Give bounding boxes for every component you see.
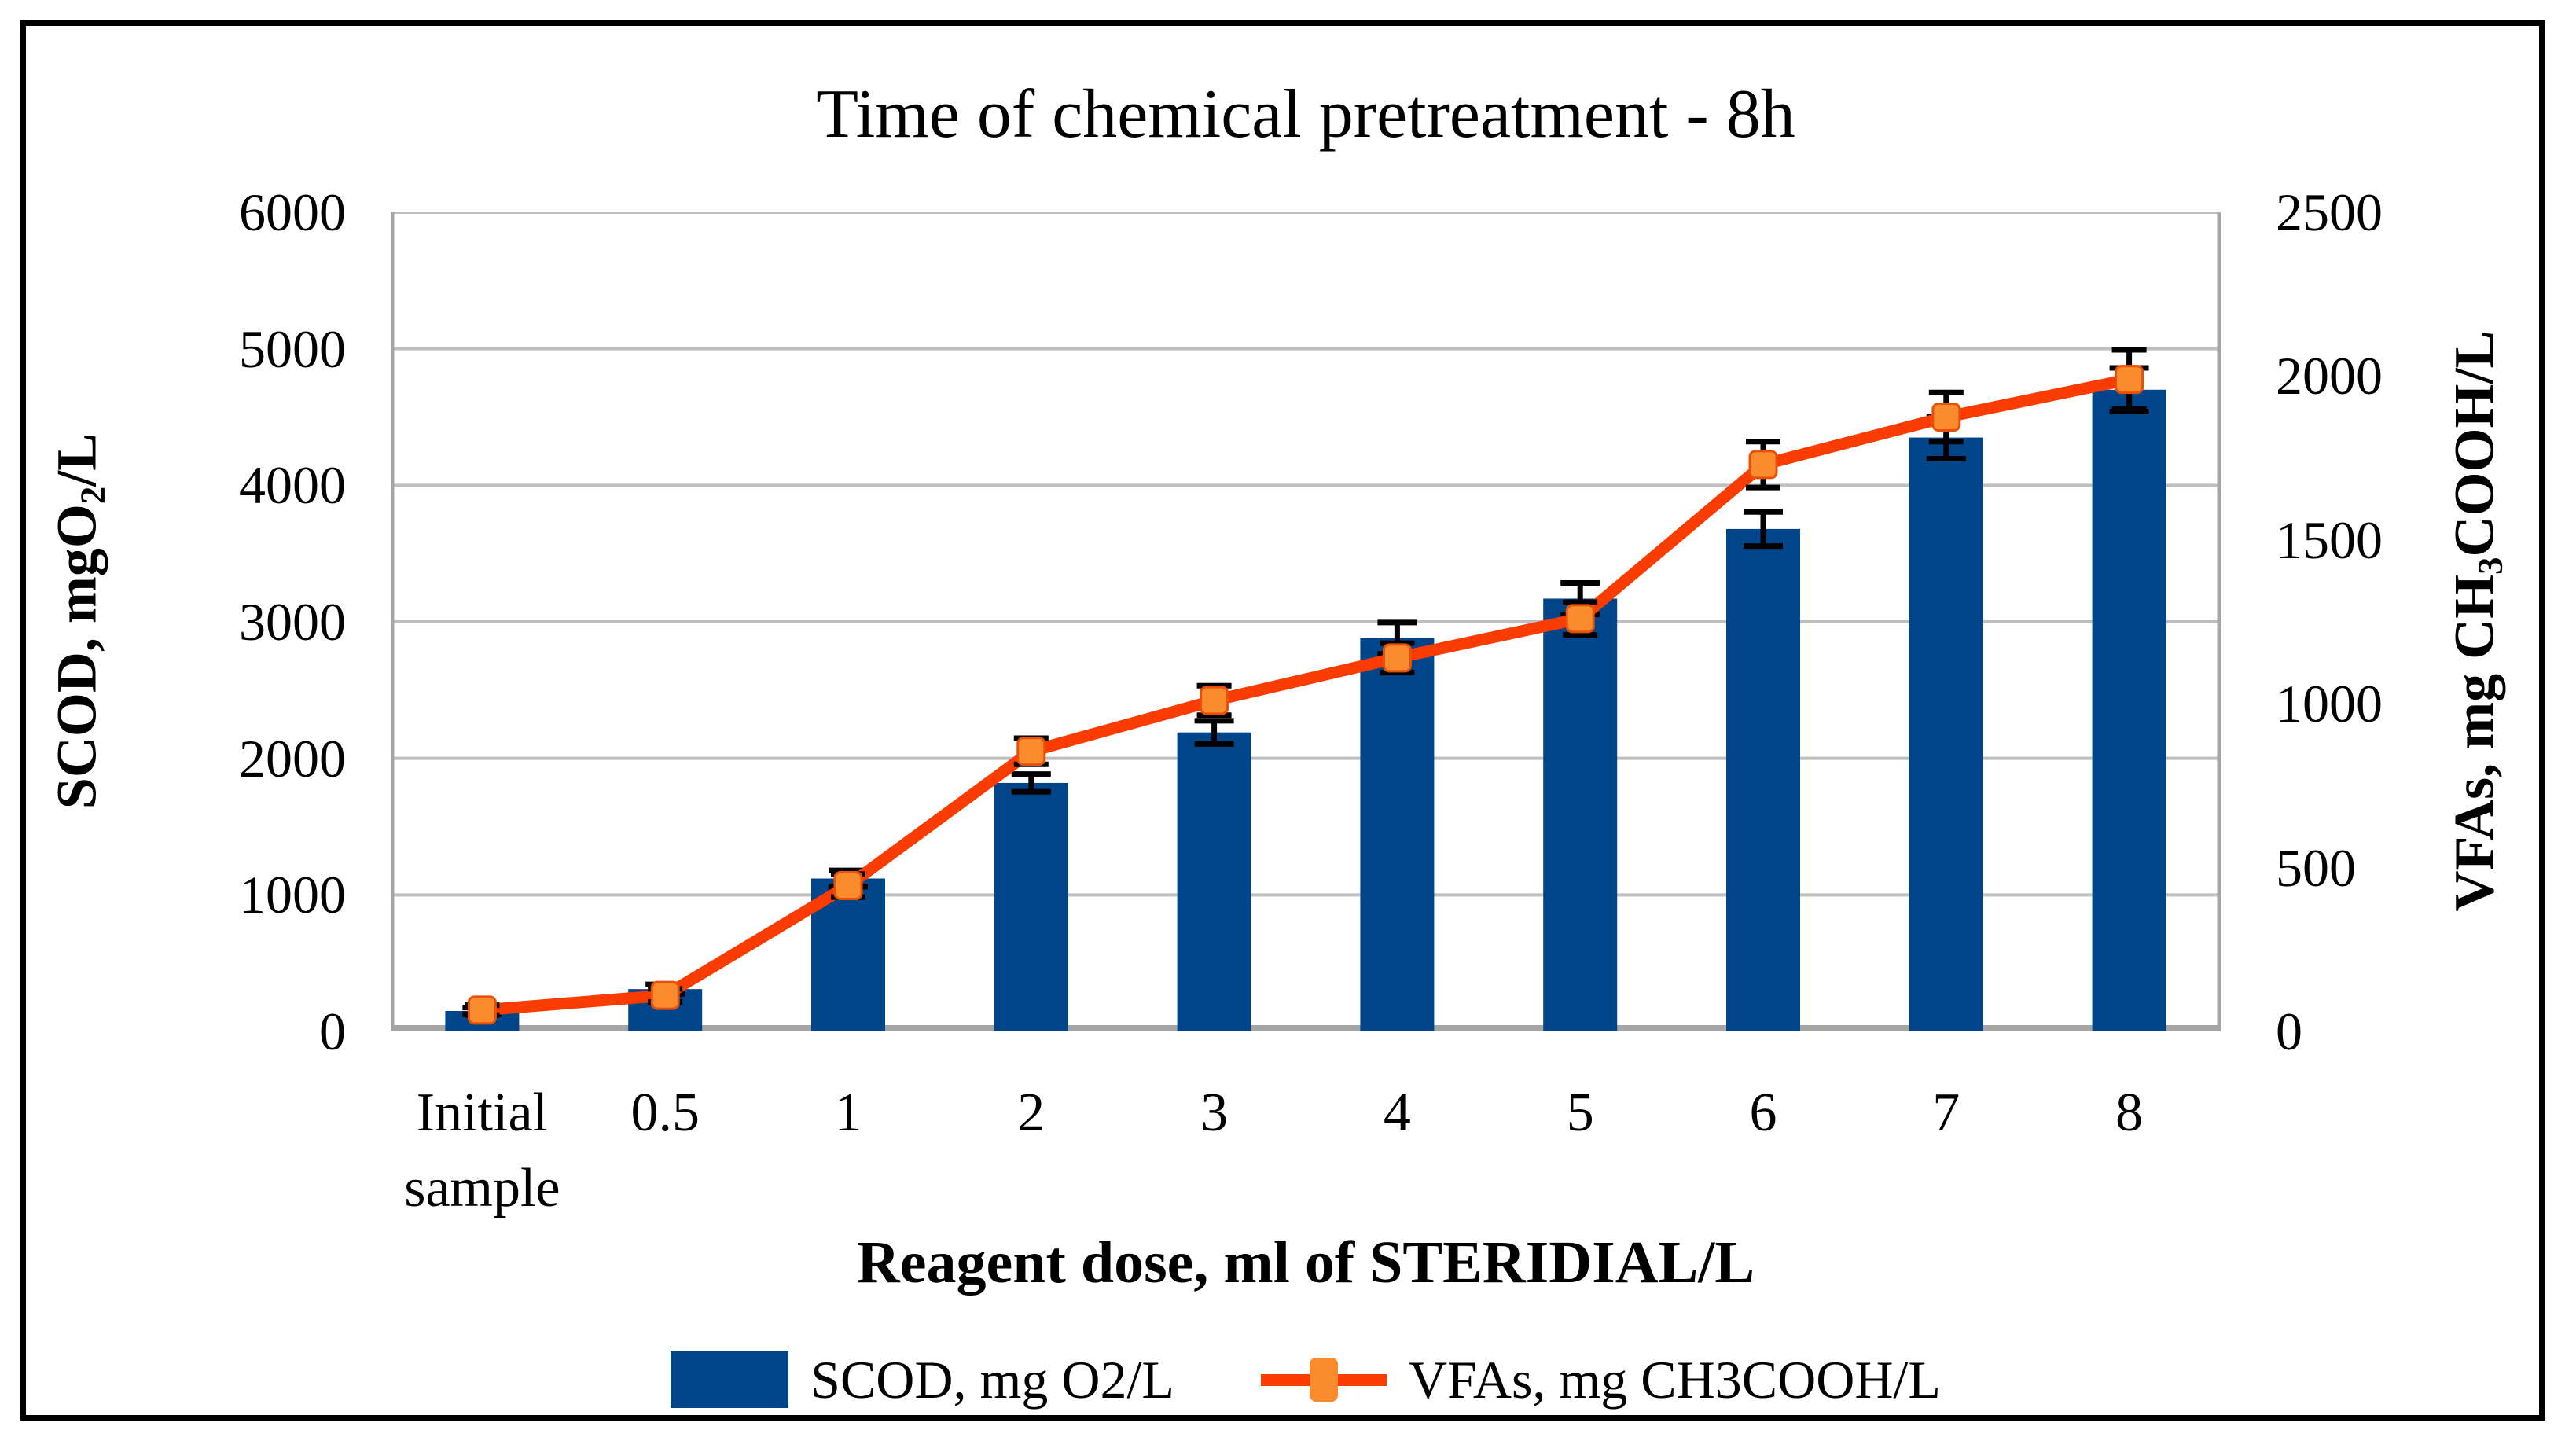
right-tick-label: 0 bbox=[2276, 1002, 2302, 1061]
right-tick-label: 500 bbox=[2276, 837, 2356, 898]
vfa-marker bbox=[1200, 686, 1229, 715]
vfa-line-swatch-icon bbox=[1260, 1356, 1387, 1403]
right-tick-label: 1000 bbox=[2276, 674, 2383, 734]
x-tick-label: 2 bbox=[1017, 1083, 1045, 1143]
scod-bar bbox=[1177, 732, 1251, 1031]
left-tick-label: 4000 bbox=[239, 455, 346, 516]
x-tick-label: 4 bbox=[1383, 1083, 1411, 1143]
vfa-marker bbox=[1931, 403, 1961, 432]
x-tick-label: Initial sample bbox=[404, 1083, 560, 1219]
vfa-marker bbox=[833, 871, 863, 901]
right-tick-label: 2500 bbox=[2276, 182, 2383, 242]
vfa-marker bbox=[650, 980, 680, 1010]
right-axis-title: VFAs, mg CH3COOH/L bbox=[2442, 330, 2510, 912]
scod-bar bbox=[1909, 437, 1983, 1031]
right-tick-label: 1500 bbox=[2276, 509, 2383, 570]
vfa-marker bbox=[1382, 643, 1412, 673]
x-tick-label: 7 bbox=[1932, 1083, 1960, 1143]
vfa-marker bbox=[467, 995, 497, 1025]
x-tick-label: 3 bbox=[1200, 1083, 1229, 1143]
scod-bar-swatch-icon bbox=[671, 1351, 789, 1408]
left-tick-label: 6000 bbox=[239, 182, 346, 242]
scod-bar bbox=[994, 782, 1068, 1031]
plot-area bbox=[390, 211, 2221, 1031]
x-tick-label: 8 bbox=[2115, 1083, 2144, 1143]
scod-bar bbox=[1543, 598, 1618, 1031]
legend-item-scod: SCOD, mg O2/L bbox=[671, 1351, 1174, 1409]
legend-label-vfa: VFAs, mg CH3COOH/L bbox=[1408, 1350, 1941, 1410]
vfa-marker bbox=[1565, 604, 1595, 634]
x-axis-title: Reagent dose, ml of STERIDIAL/L bbox=[856, 1230, 1755, 1296]
legend-label-scod: SCOD, mg O2/L bbox=[810, 1350, 1174, 1410]
left-tick-label: 5000 bbox=[239, 318, 346, 379]
vfa-line bbox=[476, 373, 2136, 1016]
scod-bar bbox=[1360, 638, 1435, 1031]
scod-bar bbox=[1726, 528, 1800, 1031]
left-tick-label: 1000 bbox=[239, 865, 346, 925]
left-tick-label: 2000 bbox=[239, 728, 346, 788]
right-tick-label: 2000 bbox=[2276, 346, 2383, 406]
chart-title: Time of chemical pretreatment - 8h bbox=[816, 76, 1795, 153]
legend: SCOD, mg O2/L VFAs, mg CH3COOH/L bbox=[391, 1336, 2221, 1423]
left-tick-label: 3000 bbox=[239, 592, 346, 652]
vfa-marker bbox=[1748, 450, 1778, 480]
scod-bar bbox=[2092, 389, 2166, 1031]
vfa-marker bbox=[2115, 365, 2144, 395]
x-tick-label: 6 bbox=[1749, 1083, 1777, 1143]
x-tick-label: 1 bbox=[834, 1083, 862, 1143]
x-tick-label: 5 bbox=[1566, 1083, 1594, 1143]
x-tick-label: 0.5 bbox=[630, 1083, 700, 1143]
left-tick-label: 0 bbox=[319, 1002, 346, 1061]
vfa-marker bbox=[1016, 737, 1046, 766]
legend-item-vfa: VFAs, mg CH3COOH/L bbox=[1260, 1350, 1941, 1410]
chart-canvas bbox=[390, 211, 2221, 1031]
